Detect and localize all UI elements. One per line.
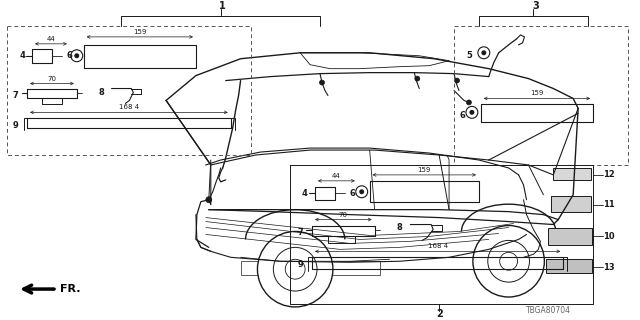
Circle shape [469,110,474,115]
Bar [554,168,591,180]
Text: 168 4: 168 4 [428,244,448,249]
Text: 159: 159 [133,29,147,35]
Text: 6: 6 [350,189,356,198]
Text: 44: 44 [47,36,55,42]
Text: 70: 70 [47,76,56,82]
Text: 12: 12 [603,170,614,180]
Text: 70: 70 [339,212,348,218]
Circle shape [467,100,472,105]
Text: 168 4: 168 4 [119,104,139,110]
Text: 7: 7 [12,91,18,100]
Text: 6: 6 [67,51,73,60]
Text: 13: 13 [603,263,614,272]
Text: 159: 159 [417,167,431,173]
Bar [547,259,592,273]
Text: 159: 159 [531,91,543,97]
Text: 10: 10 [603,232,614,241]
Text: FR.: FR. [60,284,81,294]
Text: 9: 9 [297,260,303,269]
Text: 6: 6 [459,111,465,120]
Circle shape [473,226,545,297]
Circle shape [206,197,212,203]
Bar [241,261,380,275]
Text: 44: 44 [332,173,340,179]
Circle shape [257,231,333,307]
Circle shape [319,80,324,85]
Bar [551,196,591,212]
Text: 8: 8 [397,223,403,232]
Text: 3: 3 [532,1,539,11]
Text: 9: 9 [12,121,18,130]
Text: 5: 5 [466,51,472,60]
Circle shape [359,189,364,194]
Circle shape [454,78,460,83]
Circle shape [74,53,79,58]
Text: 4: 4 [301,189,307,198]
Text: 1: 1 [220,1,226,11]
Text: 11: 11 [603,200,614,209]
Text: TBGA80704: TBGA80704 [526,307,571,316]
Text: 4: 4 [19,51,25,60]
Text: 7: 7 [297,228,303,237]
Circle shape [481,50,486,55]
Circle shape [415,76,420,81]
Bar [548,228,592,245]
Text: 8: 8 [99,88,104,97]
Text: 2: 2 [436,309,442,319]
